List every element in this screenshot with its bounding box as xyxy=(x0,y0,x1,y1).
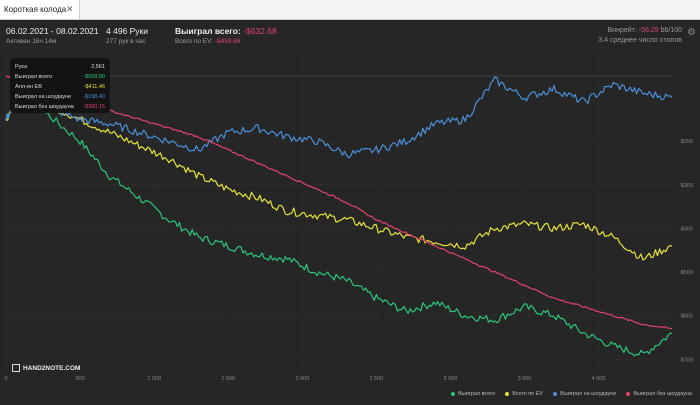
x-tick-label: 1 500 xyxy=(221,376,235,382)
won-value: -$632.68 xyxy=(243,26,277,36)
legend-dot xyxy=(626,391,631,396)
legend-item[interactable]: Выиграл без шоудауна xyxy=(626,391,692,397)
y-tick-label: -$500 xyxy=(679,270,693,276)
close-icon[interactable]: ✕ xyxy=(66,4,74,14)
legend-label: Выиграл всего xyxy=(458,391,496,397)
x-tick-label: 4 000 xyxy=(592,376,606,382)
tooltip-value: -$558.80 xyxy=(83,74,105,80)
gear-icon[interactable]: ⚙ xyxy=(687,27,696,38)
avg-tables: 3.4 среднее число столов xyxy=(598,37,682,44)
y-tick-label: -$200 xyxy=(679,139,693,145)
date-range[interactable]: 06.02.2021 - 08.02.2021 xyxy=(6,26,99,36)
winrate-block: Винрейт: -56.29 bb/100 3.4 среднее число… xyxy=(598,26,682,46)
winrate-unit: bb/100 xyxy=(660,27,682,34)
x-tick-label: 2 000 xyxy=(295,376,309,382)
series-line xyxy=(5,87,673,261)
won-block: Выиграл всего: -$632.68 Всего по EV: -$4… xyxy=(175,26,277,45)
tooltip-value: -$411.46 xyxy=(83,84,105,90)
active-time: Активен 16ч 14м xyxy=(6,38,57,45)
legend-label: Выиграл без шоудауна xyxy=(633,391,692,397)
x-tick-label: 3 000 xyxy=(444,376,458,382)
date-range-block: 06.02.2021 - 08.02.2021 Активен 16ч 14м xyxy=(6,26,99,45)
hand2note-logo: HAND2NOTE.COM xyxy=(12,364,80,372)
tooltip-label: Выиграл на шоудауне xyxy=(15,94,72,100)
legend-dot xyxy=(553,391,558,396)
tooltip-row: Рука 2,561 xyxy=(15,62,105,72)
series-line xyxy=(5,76,673,159)
legend-dot xyxy=(451,391,456,396)
x-tick-label: 500 xyxy=(75,376,84,382)
legend-label: Выиграл на шоудауне xyxy=(560,391,617,397)
series-line xyxy=(5,75,673,330)
tooltip-label: Выиграл всего xyxy=(15,74,53,80)
tab-short-deck[interactable]: Короткая колода ✕ xyxy=(0,0,80,19)
y-tick-label: -$400 xyxy=(679,226,693,232)
legend-item[interactable]: Всего по EV xyxy=(505,391,543,397)
logo-icon xyxy=(12,364,20,372)
ev-label: Всего по EV: xyxy=(175,38,214,45)
series-line xyxy=(5,88,673,357)
tooltip-row: Выиграл на шоудауне -$198.40 xyxy=(15,92,105,102)
x-tick-label: 2 500 xyxy=(369,376,383,382)
won-label: Выиграл всего: xyxy=(175,26,241,36)
hands-block: 4 496 Руки 277 рук в час xyxy=(106,26,148,45)
graph-area[interactable]: -$200 -$300 -$400 -$500 -$600 -$700 0 500 1 000 1… xyxy=(0,50,700,390)
tab-bar: Короткая колода ✕ xyxy=(0,0,700,20)
ev-value: -$459.68 xyxy=(214,38,241,45)
hover-tooltip: Рука 2,561 Выиграл всего -$558.80 Алл-ин E… xyxy=(10,58,110,113)
legend-dot xyxy=(505,391,510,396)
legend-item[interactable]: Выиграл всего xyxy=(451,391,495,397)
tooltip-label: Выиграл без шоудауна xyxy=(15,104,74,110)
legend: Выиграл всего Всего по EV Выиграл на шоу… xyxy=(451,391,692,397)
y-tick-label: -$300 xyxy=(679,183,693,189)
tooltip-label: Рука xyxy=(15,64,28,70)
logo-text: HAND2NOTE.COM xyxy=(23,364,81,372)
y-tick-label: -$600 xyxy=(679,314,693,320)
hands-count: 4 496 Руки xyxy=(106,26,149,36)
tooltip-row: Выиграл без шоудауна -$360.15 xyxy=(15,102,105,112)
winrate-label: Винрейт: xyxy=(607,27,637,34)
tooltip-label: Алл-ин EB xyxy=(15,84,42,90)
y-tick-label: -$700 xyxy=(679,357,693,363)
tooltip-value: -$360.15 xyxy=(83,104,105,110)
hands-per-hour: 277 рук в час xyxy=(106,38,146,45)
legend-label: Всего по EV xyxy=(512,391,544,397)
tab-label: Короткая колода xyxy=(4,5,67,14)
x-tick-label: 1 000 xyxy=(147,376,161,382)
tooltip-value: 2,561 xyxy=(91,64,105,70)
x-tick-label: 0 xyxy=(4,376,7,382)
x-tick-label: 3 500 xyxy=(518,376,532,382)
tooltip-row: Алл-ин EB -$411.46 xyxy=(15,82,105,92)
winrate-value: -56.29 xyxy=(638,27,659,34)
legend-item[interactable]: Выиграл на шоудауне xyxy=(553,391,616,397)
tooltip-row: Выиграл всего -$558.80 xyxy=(15,72,105,82)
tooltip-value: -$198.40 xyxy=(83,94,105,100)
